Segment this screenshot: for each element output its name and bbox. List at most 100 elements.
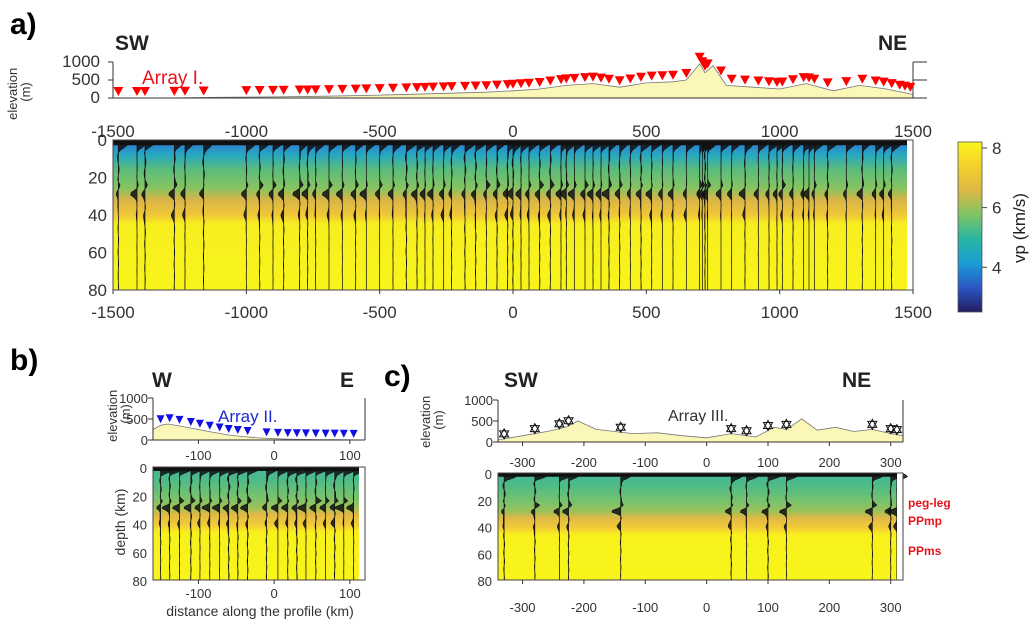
station-marker [554, 417, 565, 430]
station-marker [668, 70, 678, 80]
seismic-trace [753, 139, 767, 291]
station-marker [311, 429, 320, 438]
station-marker [180, 86, 190, 96]
station-marker [614, 76, 625, 86]
seismic-trace [277, 139, 292, 291]
seismic-trace [312, 139, 325, 291]
seismic-trace [211, 466, 232, 581]
seismic-trace [800, 139, 813, 291]
seismic-trace [410, 139, 426, 291]
station-marker [726, 74, 737, 84]
seismic-trace [658, 139, 671, 291]
panel-a-top-xtick-label: 0 [508, 122, 517, 141]
panel-c-section-xtick-label: -300 [510, 600, 536, 615]
station-marker [361, 84, 372, 94]
station-marker [156, 415, 165, 424]
seismic-trace [180, 139, 194, 291]
station-marker [243, 426, 252, 435]
panel-a-elevation-ylabel-line2: (m) [18, 82, 33, 102]
panel-a-section-ytick-label: 0 [98, 131, 107, 150]
station-marker [878, 77, 889, 87]
colorbar-tick-label: 4 [992, 258, 1001, 277]
panel-a-section-xtick-label: 500 [632, 303, 660, 322]
panel-c-section-xtick-label: 100 [757, 600, 779, 615]
panel-c-section-xtick-label: -200 [571, 600, 597, 615]
panel-b-elevation-xtick-label: 0 [271, 448, 278, 463]
panel-c-section-ytick-label: 80 [478, 574, 492, 589]
station-marker [604, 74, 614, 84]
panel-c-section-topband [498, 473, 903, 477]
seismic-trace [329, 466, 346, 581]
seismic-trace [530, 472, 547, 581]
station-marker [545, 76, 556, 86]
panel-b-section-ytick-label: 80 [133, 574, 147, 589]
seismic-trace [725, 472, 743, 581]
array-II-label: Array II. [218, 407, 278, 426]
station-marker [657, 71, 668, 81]
station-marker [224, 424, 233, 433]
station-marker [681, 69, 692, 78]
station-marker [310, 85, 321, 95]
colorbar-ticks: 4 6 8 [982, 139, 1001, 277]
panel-c-elevation-ytick-label: 500 [471, 414, 493, 429]
station-marker [205, 421, 214, 430]
station-marker [580, 73, 590, 83]
seismic-trace [346, 466, 366, 581]
panel-a-top-xtick-label: -500 [363, 122, 397, 141]
station-marker [516, 79, 526, 89]
seismic-trace [546, 139, 559, 291]
panel-b-right-label: E [340, 369, 354, 392]
panel-c-elevation-xtick-label: 100 [757, 455, 779, 470]
colorbar [957, 141, 983, 313]
panel-b-section-ytick-label: 60 [133, 546, 147, 561]
seismic-trace [778, 139, 791, 291]
station-marker [339, 429, 348, 438]
seismic-trace [439, 139, 452, 291]
panel-a-top-xtick-label: 1000 [761, 122, 799, 141]
station-marker [905, 82, 916, 92]
panel-a-section-ytick-label: 40 [88, 206, 107, 225]
seismic-trace [696, 139, 709, 291]
station-marker [788, 75, 798, 85]
panel-c-section-ytick-label: 20 [478, 494, 492, 509]
panel-c-section-xtick-label: 200 [819, 600, 841, 615]
seismic-trace [241, 139, 256, 291]
phase-label-ppmp: PPmp [908, 514, 942, 528]
seismic-trace [586, 139, 602, 290]
panel-b-elevation-xtick-label: -100 [185, 448, 211, 463]
seismic-trace [645, 139, 661, 291]
seismic-trace [824, 139, 837, 291]
station-marker [292, 429, 301, 438]
station-marker [625, 74, 636, 84]
station-marker [891, 423, 903, 436]
seismic-trace [879, 139, 893, 291]
seismic-trace [115, 139, 128, 291]
seismic-trace [268, 139, 282, 291]
station-marker [388, 83, 398, 93]
seismic-trace [256, 139, 269, 291]
station-marker [866, 418, 878, 431]
seismic-trace [402, 139, 416, 291]
seismic-trace [291, 466, 310, 581]
seismic-trace [172, 466, 191, 581]
station-marker [165, 414, 174, 423]
panel-a-section-xtick-label: 1000 [761, 303, 799, 322]
station-marker [349, 429, 358, 438]
seismic-trace [470, 139, 486, 291]
station-marker [822, 78, 833, 88]
panel-b-elevation-ytick-label: 1000 [119, 391, 148, 406]
panel-c-elevation-ylabel-line2: (m) [431, 410, 446, 430]
seismic-trace [789, 139, 801, 291]
seismic-trace [297, 466, 318, 581]
seismic-trace [222, 466, 242, 581]
seismic-trace [301, 139, 316, 291]
panel-a-right-label: NE [878, 32, 907, 55]
seismic-trace [461, 139, 475, 291]
station-marker [740, 75, 750, 85]
seismic-trace [738, 139, 754, 291]
station-marker [777, 77, 788, 87]
station-marker [809, 74, 820, 84]
colorbar-label: vp (km/s) [1010, 193, 1029, 263]
seismic-trace [492, 139, 505, 291]
seismic-trace [322, 139, 338, 290]
